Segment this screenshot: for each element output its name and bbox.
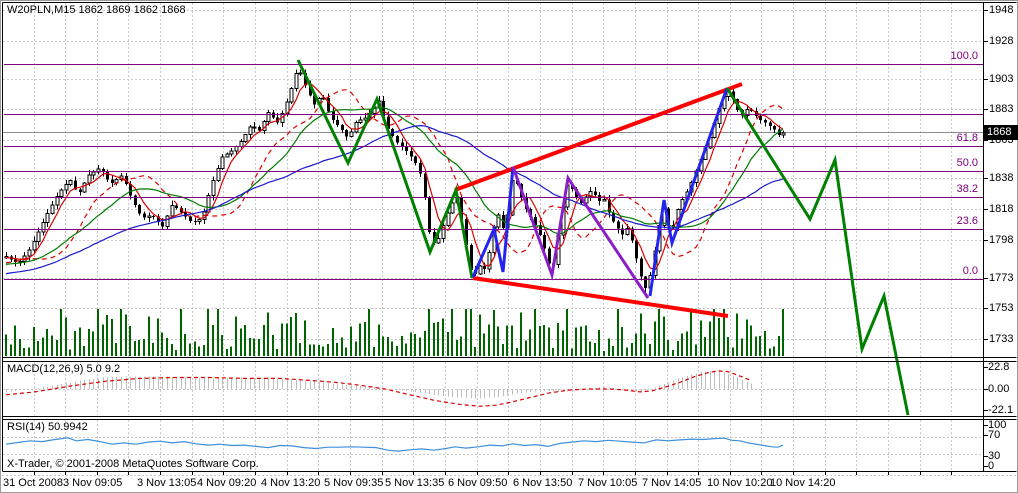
drawing-green-impulse-down[interactable]: [296, 59, 474, 279]
date-label: 5 Nov 13:35: [385, 477, 445, 489]
drawings-layer: [296, 59, 910, 416]
date-label: 4 Nov 09:20: [197, 477, 257, 489]
macd-tick-label: 0.00: [988, 383, 1010, 395]
date-label: 6 Nov 09:50: [448, 477, 508, 489]
volume-layer: [5, 309, 784, 356]
macd-indicator-label: MACD(12,26,9) 5.0 9.2: [7, 363, 121, 375]
date-label: 10 Nov 14:20: [770, 477, 836, 489]
ma-slow: [5, 124, 784, 275]
drawing-descending-support-line[interactable]: [472, 276, 729, 318]
fib-level-label: 100.0: [950, 50, 978, 62]
date-label: 10 Nov 10:20: [707, 477, 773, 489]
grid-layer: [2, 3, 1016, 476]
copyright-text: X-Trader, © 2001-2008 MetaQuotes Softwar…: [7, 458, 259, 470]
macd-layer: [5, 370, 752, 407]
price-tick-label: 1753: [989, 302, 1014, 314]
date-label: 3 Nov 13:05: [137, 477, 197, 489]
rsi-tick-label: 100: [988, 419, 1007, 431]
price-tick-label: 1798: [989, 234, 1014, 246]
drawing-purple-correction[interactable]: [511, 166, 650, 299]
rsi-line: [5, 437, 784, 452]
date-label: 31 Oct 2008: [3, 477, 63, 489]
ma-fast-displaced: [5, 89, 784, 264]
date-label: 4 Nov 13:20: [261, 477, 321, 489]
chart-title-ohlc: W20PLN,M15 1862 1869 1862 1868: [7, 4, 186, 16]
macd-tick-label: -22.1: [988, 404, 1014, 416]
drawing-green-forecast-down[interactable]: [725, 87, 910, 416]
price-tick-label: 1773: [989, 272, 1014, 284]
date-label: 5 Nov 09:35: [324, 477, 384, 489]
date-label: 7 Nov 10:05: [578, 477, 638, 489]
fibonacci-layer: [4, 64, 983, 280]
price-tick-label: 1838: [989, 172, 1014, 184]
current-price-box: 1868: [984, 125, 1018, 140]
price-tick-label: 1903: [989, 73, 1014, 85]
current-price-value: 1868: [987, 126, 1012, 138]
fib-level-label: 38.2: [956, 183, 978, 195]
drawing-blue-wave-up-2[interactable]: [648, 87, 729, 297]
rsi-indicator-label: RSI(14) 50.9942: [7, 421, 88, 433]
fib-level-label: 61.8: [956, 132, 978, 144]
date-label: 7 Nov 14:05: [642, 477, 702, 489]
price-tick-label: 1818: [989, 203, 1014, 215]
price-tick-label: 1928: [989, 35, 1014, 47]
price-tick-label: 1733: [989, 333, 1014, 345]
rsi-tick-label: 70: [988, 429, 1001, 441]
drawing-ascending-channel-line[interactable]: [454, 82, 743, 192]
fib-level-label: 0.0: [962, 265, 978, 277]
macd-signal-line: [5, 370, 751, 407]
ma-medium: [5, 107, 784, 265]
rsi-layer: [5, 437, 784, 452]
fib-level-label: 23.6: [956, 215, 978, 227]
rsi-tick-label: 0: [988, 460, 995, 472]
price-tick-label: 1948: [989, 4, 1014, 16]
macd-tick-label: 22.8: [988, 361, 1010, 373]
rsi-tick-label: 30: [988, 450, 1001, 462]
date-label: 3 Nov 09:05: [63, 477, 123, 489]
date-label: 6 Nov 13:50: [513, 477, 573, 489]
price-tick-label: 1883: [989, 103, 1014, 115]
fib-level-label: 50.0: [956, 157, 978, 169]
drawing-blue-wave-up-1[interactable]: [471, 166, 515, 278]
